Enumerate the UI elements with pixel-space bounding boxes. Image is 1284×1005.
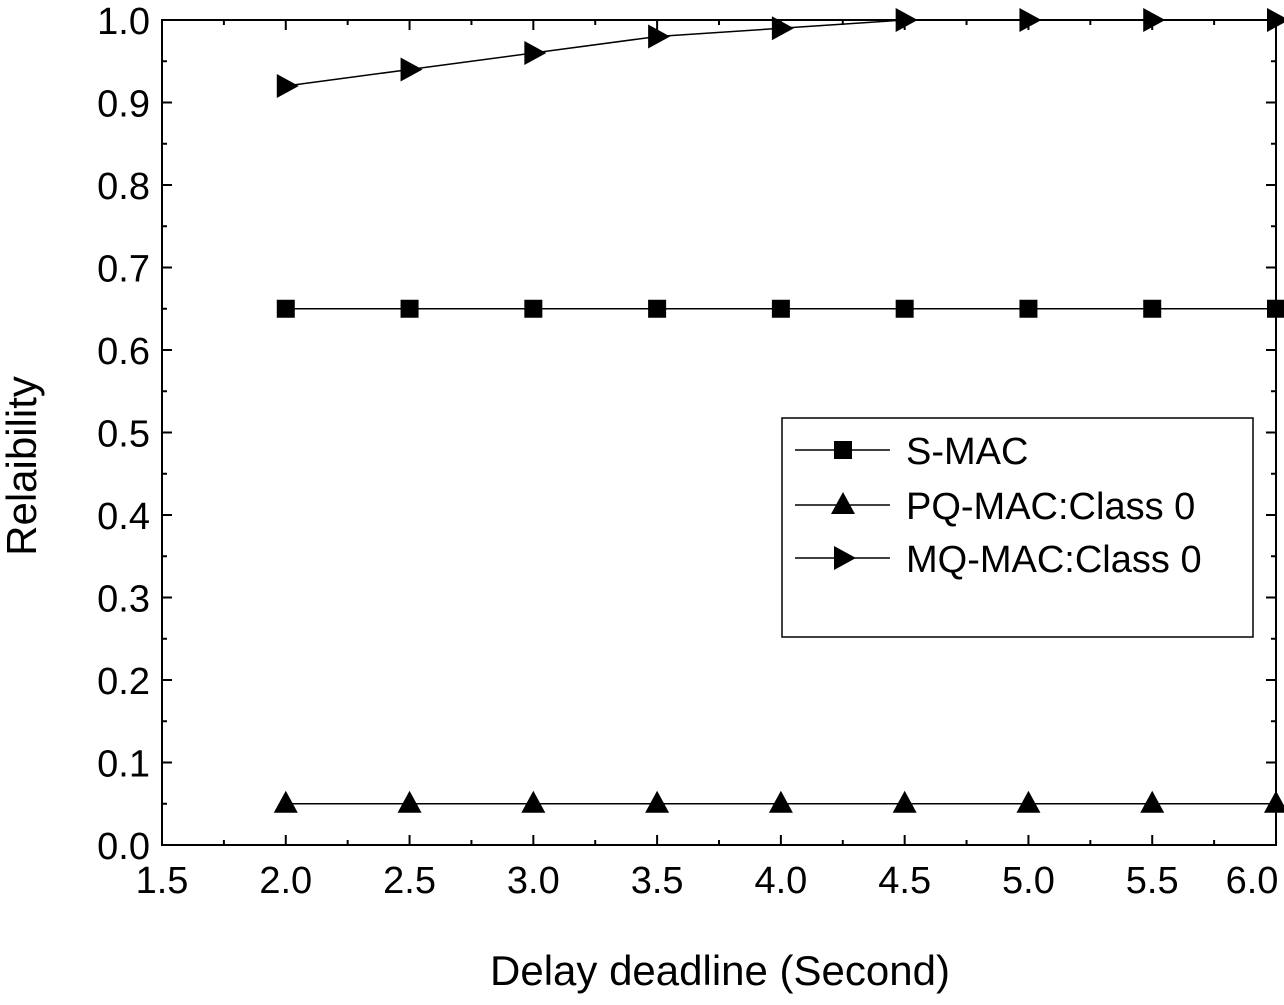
legend: S-MAC PQ-MAC:Class 0 MQ-MAC:Class 0 [781, 417, 1254, 638]
data-point [1143, 299, 1162, 318]
y-tick-label: 0.6 [97, 331, 150, 373]
data-point [648, 299, 667, 318]
data-point [895, 299, 914, 318]
legend-label: S-MAC [906, 431, 1028, 473]
x-tick-label: 4.5 [878, 860, 931, 902]
data-point [273, 790, 298, 813]
data-point [768, 790, 793, 813]
x-tick-label: 4.0 [754, 860, 807, 902]
data-point [1140, 790, 1165, 813]
y-tick-label: 0.3 [97, 579, 150, 621]
data-point [895, 8, 918, 32]
data-point [400, 57, 423, 82]
legend-item: MQ-MAC:Class 0 [795, 539, 1202, 581]
y-tick-label: 0.2 [97, 661, 150, 703]
data-point [1019, 8, 1042, 32]
series-mq-mac-class-0 [276, 8, 1284, 98]
series-s-mac [276, 299, 1284, 318]
data-point [276, 299, 295, 318]
x-tick-label: 3.0 [507, 860, 560, 902]
y-tick-label: 0.8 [97, 166, 150, 208]
x-tick-label: 2.5 [383, 860, 436, 902]
series-pq-mac-class-0 [273, 790, 1284, 813]
data-point [645, 790, 670, 813]
legend-marker [834, 546, 856, 570]
legend-box [781, 417, 1254, 638]
data-point [1264, 790, 1284, 813]
data-point [1143, 8, 1166, 32]
y-tick-label: 0.9 [97, 84, 150, 126]
data-point [524, 41, 547, 65]
data-point [892, 790, 917, 813]
legend-marker [834, 441, 852, 459]
x-tick-label: 2.0 [259, 860, 312, 902]
data-point [771, 299, 790, 318]
data-point [397, 790, 422, 813]
y-tick-label: 0.4 [97, 496, 150, 538]
x-tick-label: 5.5 [1126, 860, 1179, 902]
legend-item: PQ-MAC:Class 0 [795, 486, 1195, 528]
legend-label: MQ-MAC:Class 0 [906, 539, 1202, 581]
y-tick-label: 0.7 [97, 249, 150, 291]
legend-item: S-MAC [795, 431, 1028, 473]
data-point [400, 299, 419, 318]
data-point [771, 16, 794, 41]
y-axis: 0.0 0.1 0.2 0.3 0.4 0.5 0.6 0.7 0.8 0.9 1.0 [97, 1, 1276, 868]
x-tick-label: 6.0 [1226, 860, 1279, 902]
legend-marker [831, 492, 855, 514]
data-point [524, 299, 543, 318]
data-point [1267, 299, 1284, 318]
data-point [1267, 8, 1284, 32]
y-tick-label: 0.5 [97, 414, 150, 456]
data-point [276, 74, 299, 98]
legend-label: PQ-MAC:Class 0 [906, 486, 1195, 528]
y-axis-title: Relaibility [0, 376, 45, 556]
x-axis: 1.5 2.0 2.5 3.0 3.5 4.0 4.5 5.0 5.5 6.0 [136, 20, 1279, 902]
y-tick-label: 1.0 [97, 1, 150, 43]
data-point [521, 790, 546, 813]
data-point [1019, 299, 1038, 318]
x-axis-title: Delay deadline (Second) [490, 947, 950, 994]
y-tick-label: 0.1 [97, 744, 150, 786]
series-layer [273, 8, 1284, 813]
y-tick-label: 0.0 [97, 826, 150, 868]
x-tick-label: 5.0 [1002, 860, 1055, 902]
x-tick-label: 3.5 [631, 860, 684, 902]
data-point [648, 24, 671, 49]
data-point [1016, 790, 1041, 813]
x-tick-label: 1.5 [136, 860, 189, 902]
